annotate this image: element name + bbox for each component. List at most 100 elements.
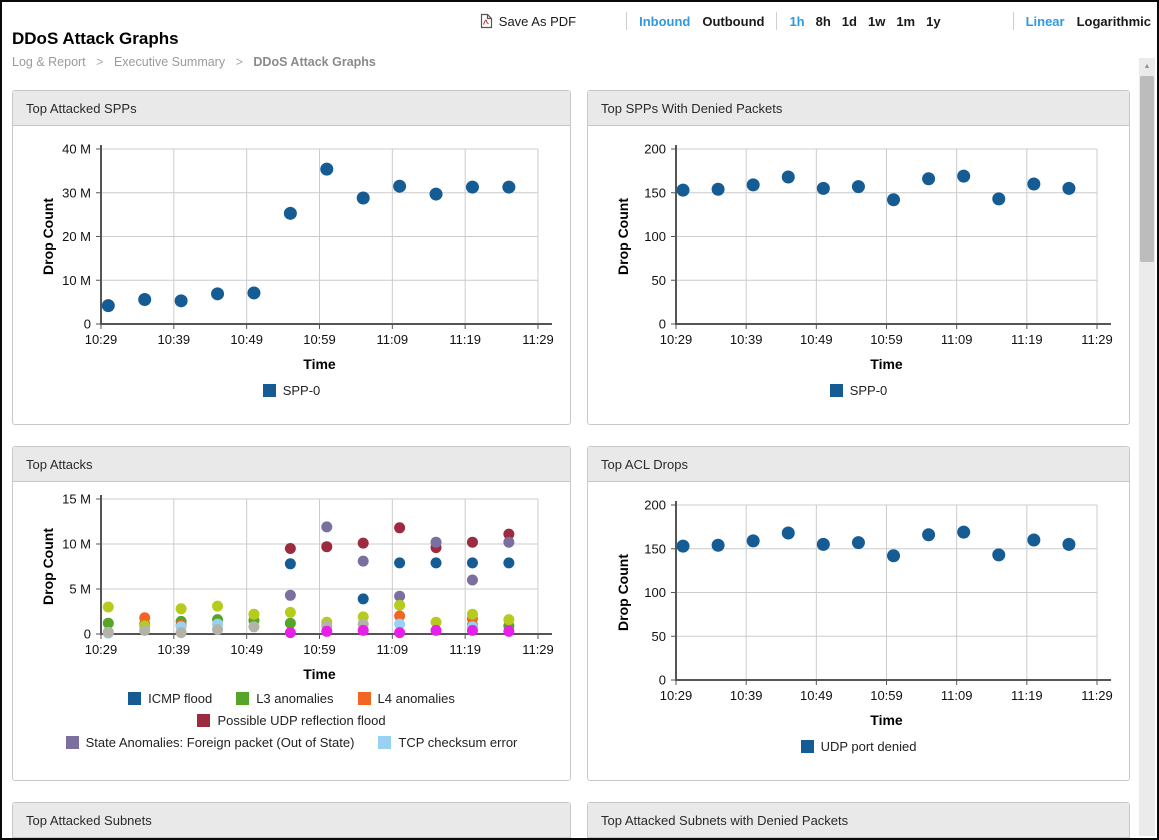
legend-label: TCP checksum error bbox=[398, 735, 518, 750]
legend-item: Possible UDP reflection flood bbox=[197, 713, 386, 728]
scale-toggle: Linear Logarithmic bbox=[1026, 14, 1151, 29]
scale-logarithmic[interactable]: Logarithmic bbox=[1076, 13, 1151, 29]
breadcrumb-log-report[interactable]: Log & Report bbox=[12, 55, 86, 69]
page-title: DDoS Attack Graphs bbox=[12, 29, 179, 48]
legend-item: L3 anomalies bbox=[236, 691, 334, 706]
svg-text:11:09: 11:09 bbox=[941, 332, 973, 347]
legend-row: Possible UDP reflection flood bbox=[197, 713, 386, 728]
svg-text:10:59: 10:59 bbox=[870, 688, 903, 703]
chart-top-spps-denied-packets: 0 50 100 150 200 10:29 10:39 10:49 10:59 11:09 11:… bbox=[588, 126, 1129, 379]
svg-text:50: 50 bbox=[652, 629, 666, 644]
svg-text:10 M: 10 M bbox=[62, 537, 91, 552]
panel-top-acl-drops: Top ACL Drops 0 50 100 150 200 10:29 10:39 10:4… bbox=[587, 446, 1130, 781]
svg-text:10:39: 10:39 bbox=[158, 642, 191, 657]
svg-text:10:49: 10:49 bbox=[800, 332, 833, 347]
time-range-toggle: 1h 8h 1d 1w 1m 1y bbox=[789, 14, 940, 29]
svg-text:0: 0 bbox=[659, 317, 666, 332]
legend-row: SPP-0 bbox=[829, 383, 888, 398]
direction-inbound[interactable]: Inbound bbox=[639, 13, 691, 29]
svg-text:Drop Count: Drop Count bbox=[615, 198, 631, 275]
panel-header: Top Attacked SPPs bbox=[13, 91, 570, 126]
svg-text:11:19: 11:19 bbox=[1011, 688, 1043, 703]
panel-header: Top SPPs With Denied Packets bbox=[588, 91, 1129, 126]
legend-swatch bbox=[128, 692, 142, 705]
breadcrumb: Log & Report > Executive Summary > DDoS … bbox=[12, 55, 376, 69]
legend-label: UDP port denied bbox=[820, 739, 917, 754]
svg-text:0: 0 bbox=[659, 673, 666, 688]
direction-toggle: Inbound Outbound bbox=[639, 14, 764, 29]
range-8h[interactable]: 8h bbox=[815, 13, 831, 29]
save-as-pdf-button[interactable]: Save As PDF bbox=[480, 13, 576, 29]
svg-text:30 M: 30 M bbox=[62, 185, 91, 200]
top-toolbar: Save As PDF Inbound Outbound 1h 8h 1d 1w… bbox=[480, 10, 1151, 32]
legend-swatch bbox=[262, 384, 276, 397]
scrollbar-up-arrow-icon[interactable]: ▲ bbox=[1143, 62, 1151, 70]
svg-text:10:59: 10:59 bbox=[303, 332, 336, 347]
chart-top-acl-drops: 0 50 100 150 200 10:29 10:39 10:49 10:59 11:09 11:… bbox=[588, 482, 1129, 735]
breadcrumb-separator: > bbox=[235, 55, 243, 69]
range-1m[interactable]: 1m bbox=[896, 13, 916, 29]
legend-swatch bbox=[829, 384, 843, 397]
svg-text:150: 150 bbox=[644, 541, 666, 556]
range-1w[interactable]: 1w bbox=[867, 13, 886, 29]
legend-item: L4 anomalies bbox=[357, 691, 455, 706]
legend-swatch bbox=[357, 692, 371, 705]
svg-text:Time: Time bbox=[870, 712, 903, 728]
svg-text:10:49: 10:49 bbox=[800, 688, 833, 703]
svg-text:10:39: 10:39 bbox=[730, 688, 763, 703]
panel-header: Top Attacks bbox=[13, 447, 570, 482]
legend-label: L4 anomalies bbox=[377, 691, 455, 706]
svg-text:40 M: 40 M bbox=[62, 142, 91, 157]
svg-text:11:29: 11:29 bbox=[522, 332, 554, 347]
breadcrumb-current: DDoS Attack Graphs bbox=[253, 55, 376, 69]
legend-label: State Anomalies: Foreign packet (Out of … bbox=[85, 735, 355, 750]
svg-text:50: 50 bbox=[652, 273, 666, 288]
panel-body: 0 50 100 150 200 10:29 10:39 10:49 10:59 11:09 11:… bbox=[588, 482, 1129, 780]
legend-row: UDP port denied bbox=[800, 739, 917, 754]
chart-legend: UDP port denied bbox=[588, 739, 1129, 754]
svg-text:10:29: 10:29 bbox=[660, 688, 693, 703]
legend-item: UDP port denied bbox=[800, 739, 917, 754]
chart-legend: ICMP flood L3 anomalies L4 anomalies Possib… bbox=[13, 691, 570, 750]
svg-text:11:09: 11:09 bbox=[941, 688, 973, 703]
legend-swatch bbox=[378, 736, 392, 749]
legend-swatch bbox=[236, 692, 250, 705]
svg-text:150: 150 bbox=[644, 185, 666, 200]
vertical-scrollbar[interactable]: ▲ bbox=[1139, 58, 1155, 836]
chart-legend: SPP-0 bbox=[588, 383, 1129, 398]
svg-text:Time: Time bbox=[870, 356, 903, 372]
svg-text:Drop Count: Drop Count bbox=[615, 554, 631, 631]
direction-outbound[interactable]: Outbound bbox=[702, 13, 765, 29]
scrollbar-thumb[interactable] bbox=[1140, 76, 1154, 262]
range-1y[interactable]: 1y bbox=[926, 13, 941, 29]
panel-top-attacks: Top Attacks 0 5 M 10 M 15 M 10:29 10:39 10:49 1… bbox=[12, 446, 571, 781]
svg-text:11:19: 11:19 bbox=[449, 332, 481, 347]
legend-label: SPP-0 bbox=[849, 383, 888, 398]
svg-text:0: 0 bbox=[84, 317, 91, 332]
svg-text:100: 100 bbox=[644, 229, 666, 244]
panel-top-attacked-spps: Top Attacked SPPs 0 10 M 20 M 30 M 40 M 10:29… bbox=[12, 90, 571, 425]
range-1h[interactable]: 1h bbox=[789, 13, 805, 29]
svg-text:15 M: 15 M bbox=[62, 492, 91, 507]
legend-row: ICMP flood L3 anomalies L4 anomalies bbox=[128, 691, 455, 706]
svg-text:11:09: 11:09 bbox=[377, 332, 409, 347]
legend-item: SPP-0 bbox=[262, 383, 320, 398]
panel-header: Top Attacked Subnets with Denied Packets bbox=[588, 803, 1129, 838]
breadcrumb-executive-summary[interactable]: Executive Summary bbox=[113, 55, 226, 69]
legend-swatch bbox=[65, 736, 79, 749]
legend-label: ICMP flood bbox=[148, 691, 213, 706]
range-1d[interactable]: 1d bbox=[841, 13, 857, 29]
svg-text:10:29: 10:29 bbox=[660, 332, 693, 347]
svg-text:Time: Time bbox=[303, 356, 336, 372]
legend-item: ICMP flood bbox=[128, 691, 212, 706]
toolbar-separator bbox=[1012, 12, 1014, 30]
toolbar-separator bbox=[626, 12, 628, 30]
panel-body: 0 5 M 10 M 15 M 10:29 10:39 10:49 10:59 11:09 11:… bbox=[13, 482, 570, 780]
svg-text:11:29: 11:29 bbox=[522, 642, 554, 657]
svg-text:Time: Time bbox=[303, 666, 336, 682]
scale-linear[interactable]: Linear bbox=[1025, 13, 1065, 29]
svg-text:10:29: 10:29 bbox=[85, 642, 118, 657]
svg-text:0: 0 bbox=[84, 627, 91, 642]
legend-row: SPP-0 bbox=[262, 383, 320, 398]
